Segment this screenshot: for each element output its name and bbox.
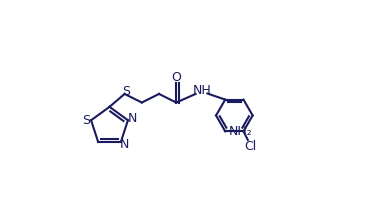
Text: Cl: Cl [244,140,256,153]
Text: N: N [128,112,137,124]
Text: O: O [171,71,181,84]
Text: N: N [120,138,129,151]
Text: S: S [82,114,90,127]
Text: NH: NH [193,83,211,97]
Text: NH₂: NH₂ [229,125,252,138]
Text: S: S [122,85,130,98]
